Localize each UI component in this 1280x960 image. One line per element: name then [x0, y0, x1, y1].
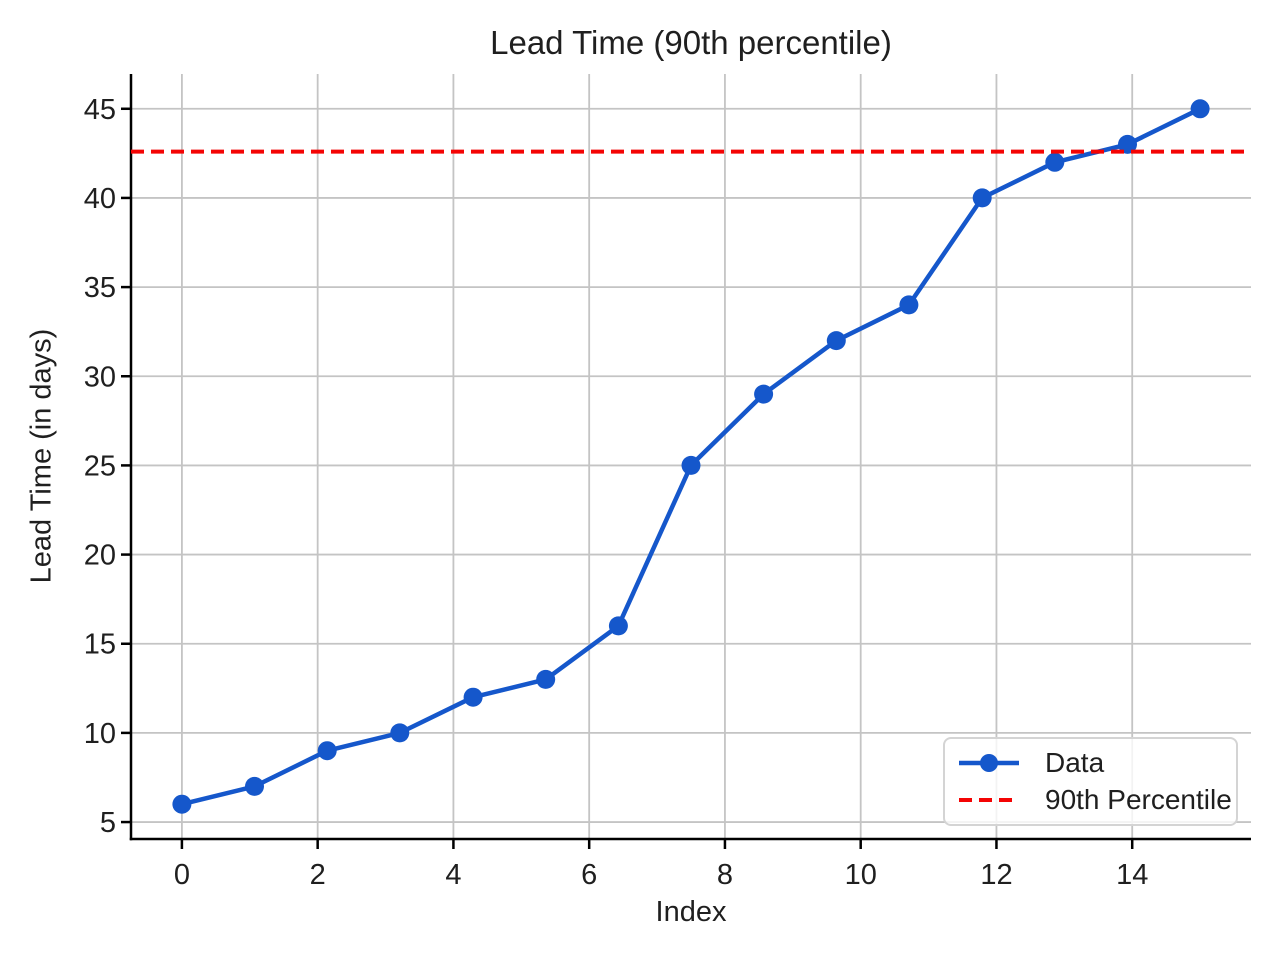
- y-axis-label: Lead Time (in days): [25, 328, 58, 584]
- data-point-marker: [972, 188, 992, 208]
- data-point-marker: [463, 687, 483, 707]
- percentile-line-legend-icon: [959, 798, 1019, 803]
- legend-label-data: Data: [1045, 746, 1105, 778]
- data-point-marker: [899, 295, 919, 315]
- data-point-marker: [317, 741, 337, 761]
- x-tick-label: 10: [845, 859, 877, 891]
- x-tick-label: 8: [717, 859, 733, 891]
- y-tick-label: 40: [84, 183, 116, 215]
- x-tick-label: 12: [980, 859, 1012, 891]
- y-tick-label: 35: [84, 272, 116, 304]
- data-point-marker: [245, 776, 264, 796]
- legend-item-data: Data: [957, 747, 1230, 779]
- data-point-marker: [172, 794, 192, 814]
- data-point-marker: [1118, 134, 1137, 154]
- data-point-marker: [390, 723, 410, 743]
- data-point-marker: [754, 384, 774, 404]
- x-tick-label: 2: [310, 859, 326, 891]
- y-tick-label: 5: [100, 807, 116, 839]
- chart-title: Lead Time (90th percentile): [490, 24, 892, 61]
- data-point-marker: [608, 616, 628, 636]
- y-tick-label: 10: [84, 718, 116, 750]
- y-tick-label: 20: [84, 540, 116, 572]
- y-tick-label: 15: [84, 629, 116, 661]
- x-tick-label: 6: [581, 859, 597, 891]
- x-axis-label: Index: [655, 896, 727, 928]
- legend-label-percentile: 90th Percentile: [1045, 784, 1232, 816]
- y-tick-label: 25: [84, 450, 116, 482]
- legend: Data 90th Percentile: [943, 737, 1238, 826]
- data-point-marker: [681, 455, 701, 475]
- x-tick-label: 4: [445, 859, 461, 891]
- data-point-marker: [826, 331, 846, 351]
- y-tick-label: 30: [84, 361, 116, 393]
- legend-item-percentile: 90th Percentile: [957, 784, 1232, 816]
- data-point-marker: [536, 669, 556, 689]
- x-tick-label: 14: [1116, 859, 1148, 891]
- data-point-marker: [1190, 99, 1210, 119]
- y-tick-label: 45: [84, 94, 116, 126]
- x-tick-label: 0: [174, 859, 190, 891]
- data-point-marker: [1045, 152, 1065, 172]
- data-series-legend-icon: [959, 753, 1019, 772]
